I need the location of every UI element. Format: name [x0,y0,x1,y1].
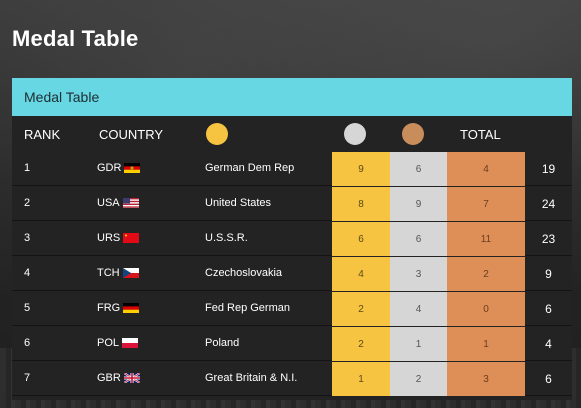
table-row: 7 GBR Great Britain & N.I. 1 2 3 6 [12,362,572,396]
silver-count-cell: 2 [390,362,447,396]
rank-cell: 1 [24,162,31,174]
gold-medal-icon [206,123,228,145]
bronze-count-cell: 0 [447,292,525,326]
page-title: Medal Table [12,26,139,51]
rank-column-header: RANK [24,127,61,142]
country-name-cell: United States [205,197,272,209]
rank-cell: 7 [24,372,31,384]
total-column-header: TOTAL [460,127,501,142]
country-code-cell: FRG [97,302,140,314]
bronze-count-cell: 11 [447,222,525,256]
rank-cell: 5 [24,302,31,314]
silver-medal-icon [344,123,366,145]
silver-count-cell: 9 [390,187,447,221]
gold-count-cell: 9 [332,152,390,186]
country-name-cell: Czechoslovakia [205,267,283,279]
total-count-cell: 6 [545,302,552,316]
rank-cell: 4 [24,267,31,279]
country-name-cell: U.S.S.R. [205,232,248,244]
gold-count-cell: 2 [332,292,390,326]
country-code: URS [97,232,121,244]
silver-count-cell: 3 [390,257,447,291]
bronze-count-cell: 7 [447,187,525,221]
table-row: 6 POL Poland 2 1 1 4 [12,327,572,361]
country-name-cell: Great Britain & N.I. [205,372,298,384]
bronze-count-cell: 4 [447,152,525,186]
bronze-count-cell: 2 [447,257,525,291]
gold-count-cell: 8 [332,187,390,221]
country-code: GBR [97,372,121,384]
gold-count-cell: 6 [332,222,390,256]
country-name-cell: Fed Rep German [205,302,290,314]
flag-frg-icon [123,303,140,313]
flag-tch-icon [122,268,139,278]
country-code: POL [97,337,120,349]
total-count-cell: 24 [541,197,556,211]
rank-cell: 3 [24,232,31,244]
total-count-cell: 4 [545,337,552,351]
medal-table-header-label: Medal Table [24,89,100,105]
country-code-cell: GDR [97,162,141,174]
total-count-cell: 6 [545,372,552,386]
silver-count-cell: 6 [390,222,447,256]
rank-cell: 2 [24,197,31,209]
country-column-header: COUNTRY [99,127,164,142]
bronze-count-cell: 1 [447,327,525,361]
gold-count-cell: 2 [332,327,390,361]
country-code: GDR [97,162,122,174]
country-name-cell: German Dem Rep [205,162,295,174]
country-code-cell: USA [97,197,139,209]
country-code: FRG [97,302,121,314]
total-count-cell: 19 [541,162,556,176]
silver-count-cell: 1 [390,327,447,361]
table-row: 3 URS U.S.S.R. 6 6 11 23 [12,222,572,256]
flag-pol-icon [122,338,139,348]
table-row: 5 FRG Fed Rep German 2 4 0 6 [12,292,572,326]
country-code-cell: POL [97,337,139,349]
gold-count-cell: 4 [332,257,390,291]
country-code-cell: TCH [97,267,139,279]
flag-urs-icon [123,233,140,243]
country-code: TCH [97,267,120,279]
total-count-cell: 23 [541,232,556,246]
medal-table-panel: Medal Table RANK COUNTRY TOTAL 1 GDR Germa… [12,78,572,400]
country-code-cell: GBR [97,372,140,384]
flag-gbr-icon [123,373,140,383]
country-name-cell: Poland [205,337,240,349]
gold-count-cell: 1 [332,362,390,396]
country-code-cell: URS [97,232,140,244]
table-row: 2 USA United States 8 9 7 24 [12,187,572,221]
rank-cell: 6 [24,337,31,349]
table-row: 1 GDR German Dem Rep 9 6 4 19 [12,152,572,186]
total-count-cell: 9 [545,267,552,281]
bronze-count-cell: 3 [447,362,525,396]
table-row: 4 TCH Czechoslovakia 4 3 2 9 [12,257,572,291]
medal-table-header: Medal Table [12,78,572,116]
silver-count-cell: 6 [390,152,447,186]
flag-usa-icon [122,198,139,208]
country-code: USA [97,197,120,209]
silver-count-cell: 4 [390,292,447,326]
bronze-medal-icon [402,123,424,145]
flag-gdr-icon [124,163,141,173]
